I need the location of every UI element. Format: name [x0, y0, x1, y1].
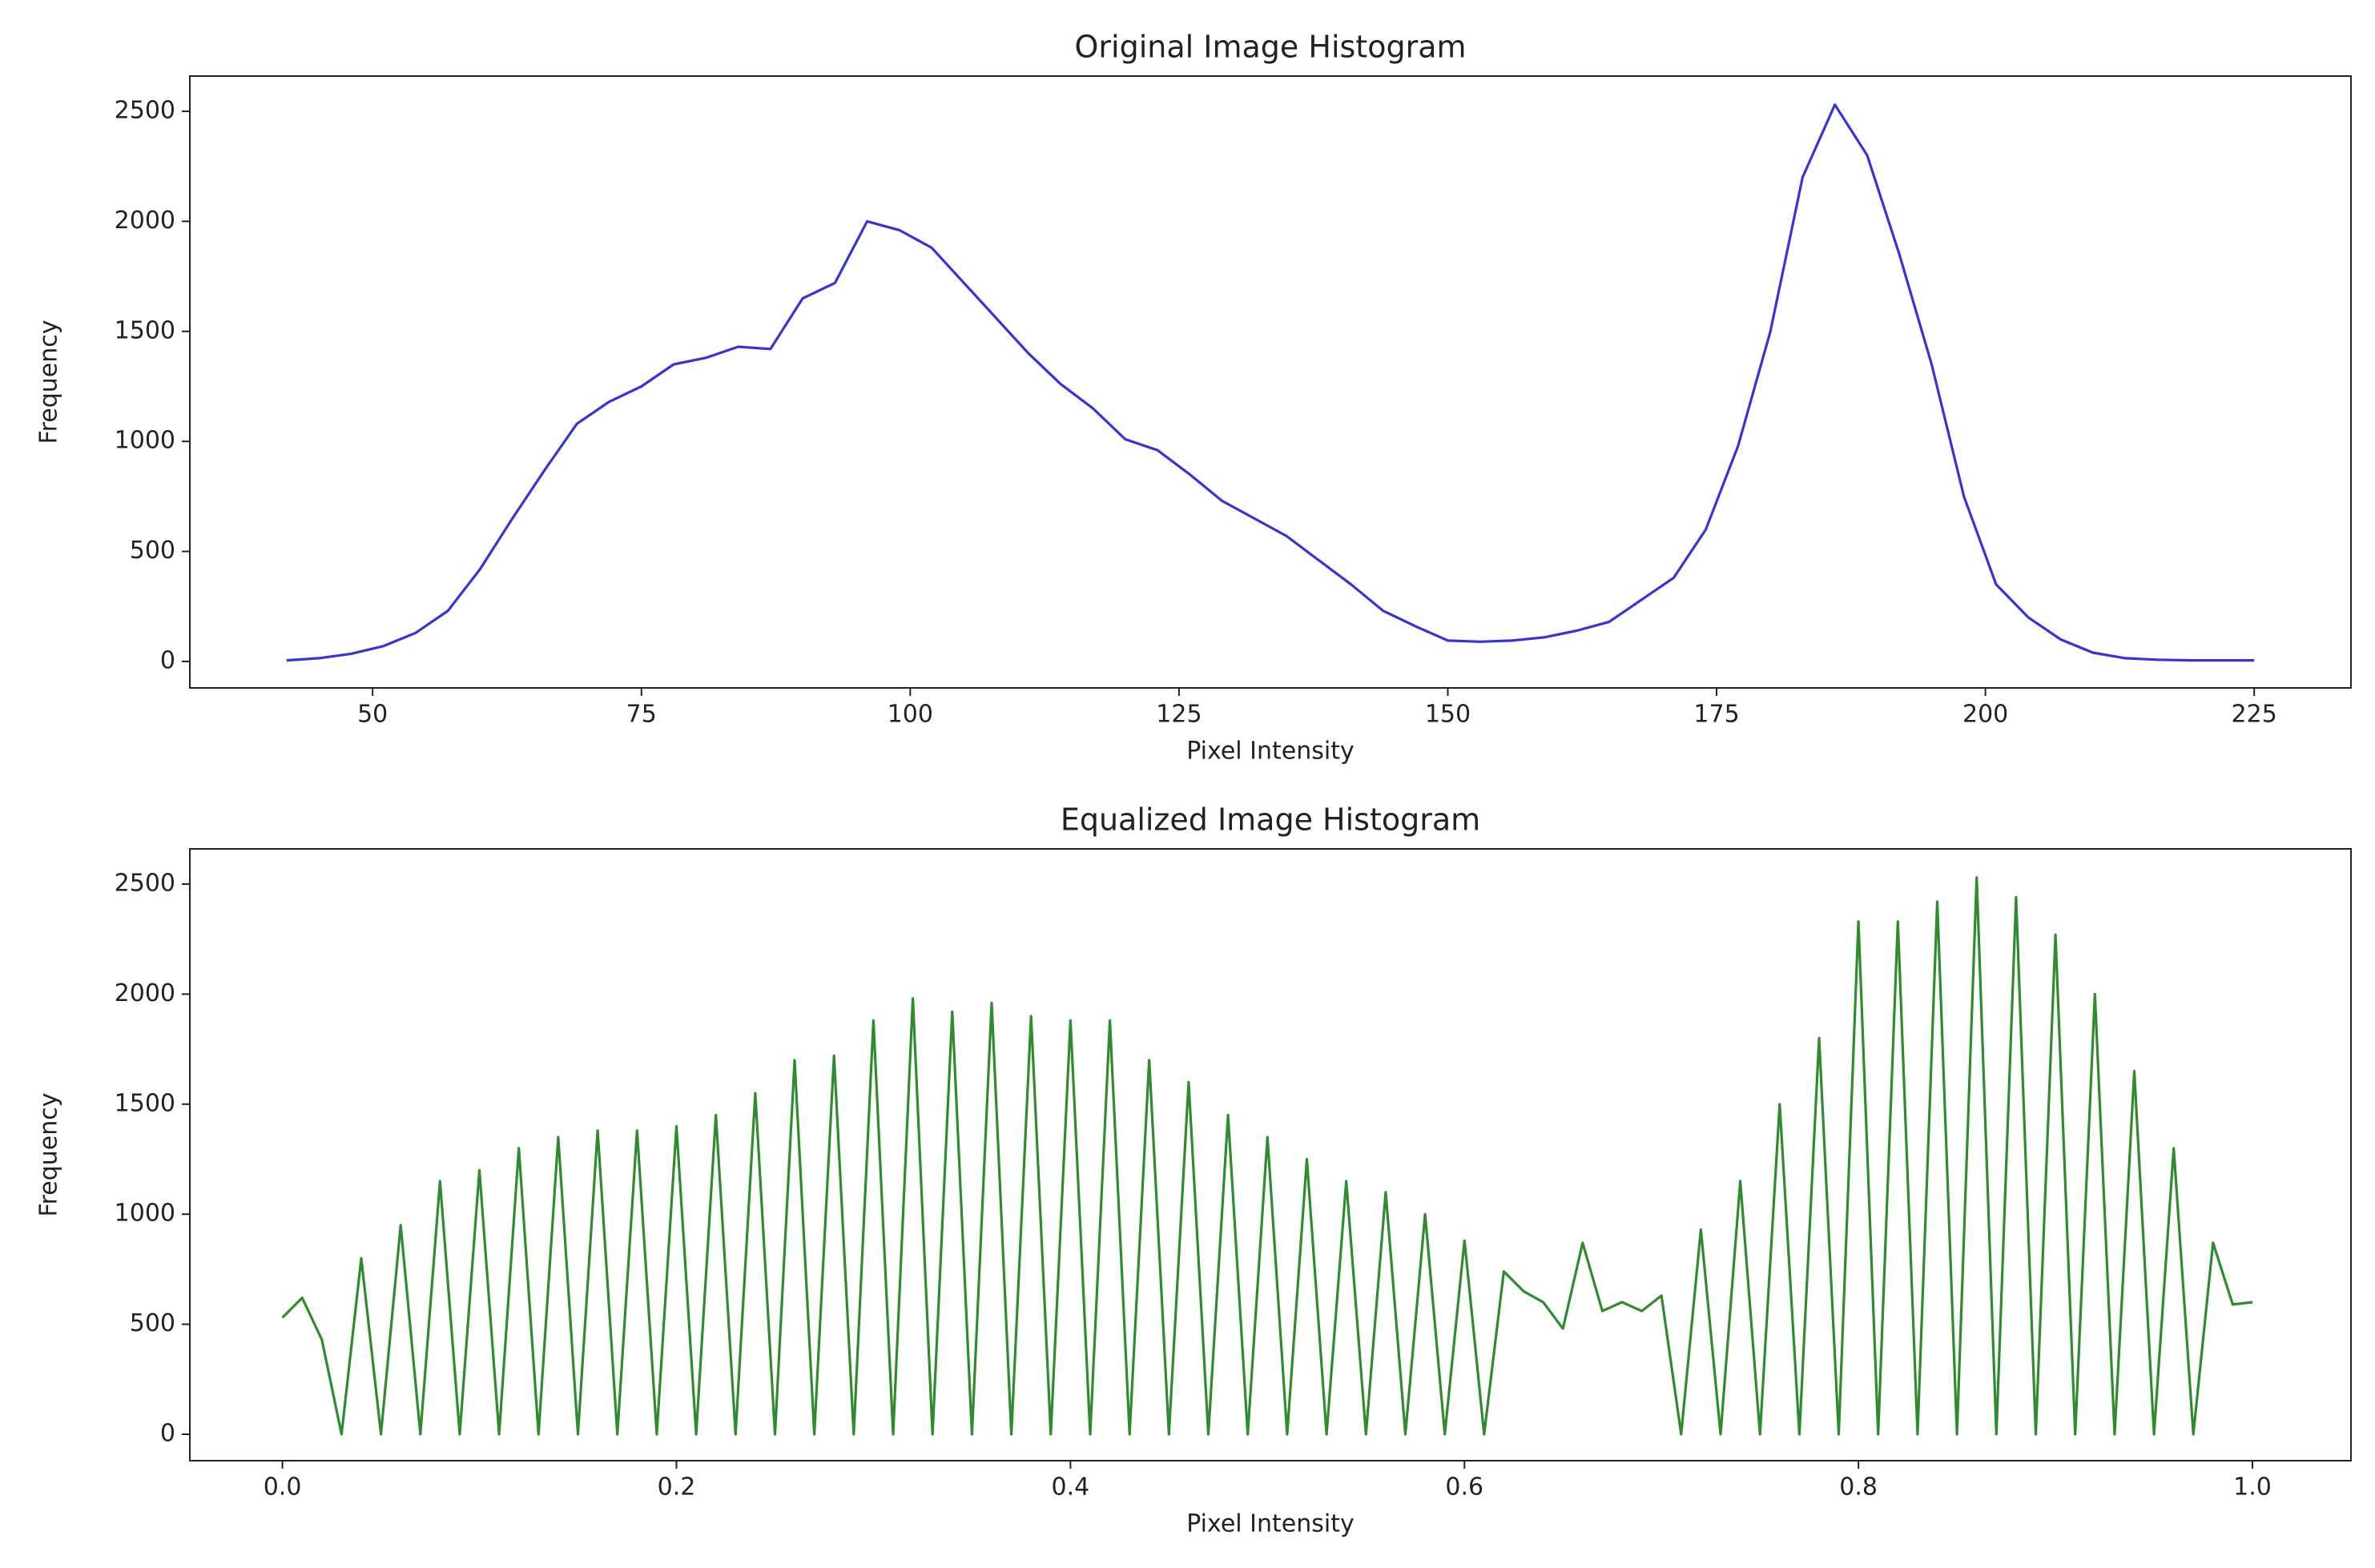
x-tick-label: 0.8 — [1839, 1474, 1878, 1502]
y-tick-label: 0 — [160, 647, 175, 675]
y-axis-label: Frequency — [35, 320, 63, 444]
x-tick-label: 150 — [1425, 701, 1471, 729]
x-tick-label: 75 — [626, 701, 657, 729]
x-axis-label: Pixel Intensity — [1186, 1510, 1355, 1538]
axes-frame — [189, 75, 2352, 689]
x-tick-label: 50 — [357, 701, 388, 729]
x-tick-label: 1.0 — [2233, 1474, 2272, 1502]
chart-title: Equalized Image Histogram — [1061, 802, 1480, 838]
y-tick-label: 500 — [130, 1309, 175, 1337]
x-tick-label: 0.6 — [1445, 1474, 1483, 1502]
y-tick-label: 2000 — [115, 207, 175, 235]
chart-title: Original Image Histogram — [1075, 30, 1467, 65]
y-tick-label: 2500 — [115, 96, 175, 124]
y-tick-label: 2000 — [115, 979, 175, 1007]
x-tick-label: 0.2 — [658, 1474, 696, 1502]
y-tick-label: 1000 — [115, 427, 175, 455]
x-tick-label: 0.4 — [1052, 1474, 1090, 1502]
x-tick-label: 0.0 — [264, 1474, 302, 1502]
x-tick-label: 175 — [1693, 701, 1739, 729]
data-line — [286, 103, 2255, 662]
x-tick-label: 225 — [2232, 701, 2277, 729]
y-tick-label: 1500 — [115, 316, 175, 344]
y-axis-label: Frequency — [35, 1093, 63, 1217]
x-tick-label: 125 — [1156, 701, 1202, 729]
y-tick-label: 1500 — [115, 1089, 175, 1117]
x-tick-label: 100 — [888, 701, 933, 729]
data-line — [281, 876, 2253, 1436]
axes-frame — [189, 848, 2352, 1461]
y-tick-label: 0 — [160, 1420, 175, 1448]
y-tick-label: 1000 — [115, 1200, 175, 1228]
x-tick-label: 200 — [1962, 701, 2008, 729]
x-axis-label: Pixel Intensity — [1186, 738, 1355, 766]
y-tick-label: 2500 — [115, 869, 175, 897]
y-tick-label: 500 — [130, 537, 175, 565]
